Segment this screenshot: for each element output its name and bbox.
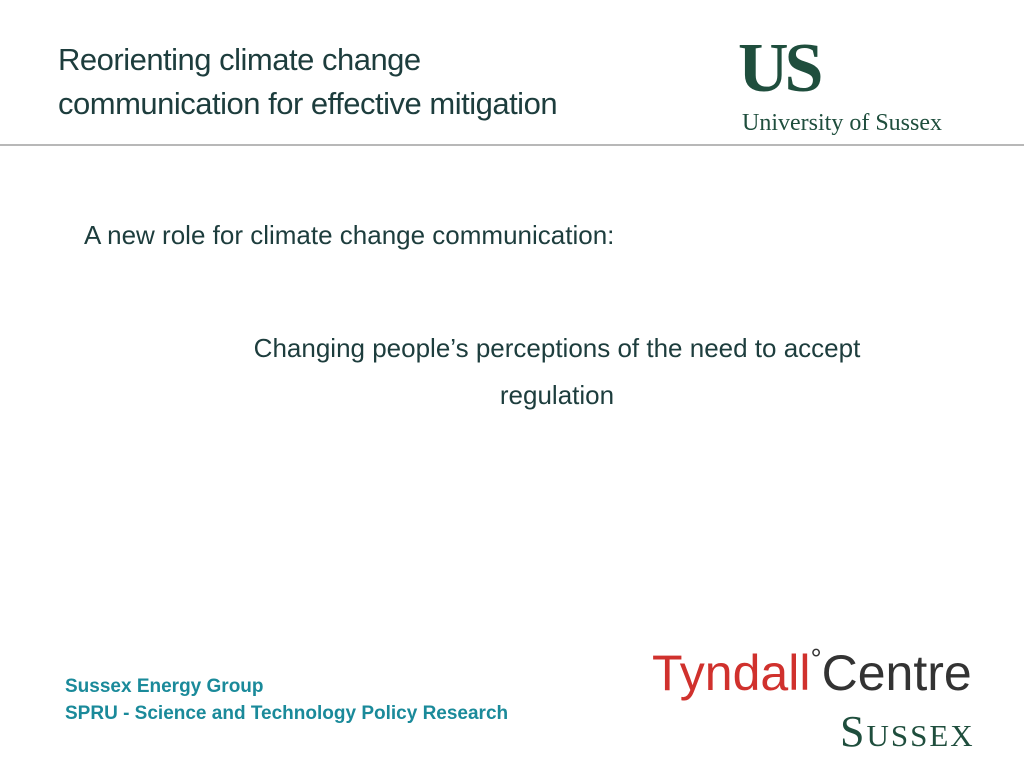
footer-line: Sussex Energy Group bbox=[65, 676, 264, 697]
title-line: communication for effective mitigation bbox=[58, 86, 558, 121]
footer: Sussex Energy Group SPRU - Science and T… bbox=[65, 673, 508, 727]
degree: ° bbox=[810, 643, 822, 674]
logo-name: University of Sussex bbox=[742, 110, 942, 136]
tyndall: Tyndall bbox=[652, 645, 811, 701]
point: Changing people’s perceptions of the nee… bbox=[150, 325, 964, 419]
centre: Centre bbox=[821, 645, 972, 701]
title: Reorienting climate change communication… bbox=[58, 38, 558, 126]
tyndall-logo: Tyndall°Centre bbox=[652, 643, 972, 702]
divider bbox=[0, 144, 1024, 146]
intro: A new role for climate change communicat… bbox=[84, 220, 615, 250]
footer-line: SPRU - Science and Technology Policy Res… bbox=[65, 703, 509, 724]
sussex-logo: Sussex bbox=[840, 707, 975, 756]
point-line: Changing people’s perceptions of the nee… bbox=[253, 333, 861, 363]
logo-mark: US bbox=[738, 30, 824, 107]
point-line: regulation bbox=[499, 380, 615, 410]
title-line: Reorienting climate change bbox=[58, 42, 421, 77]
